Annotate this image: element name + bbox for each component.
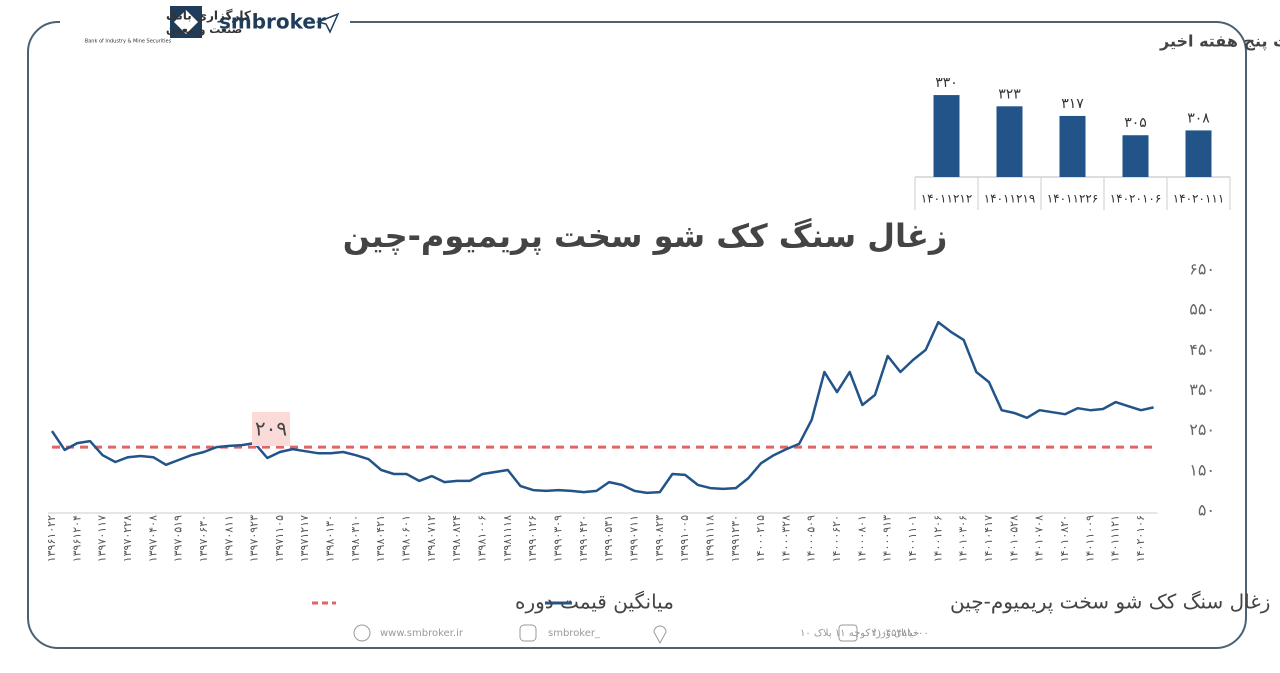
x-tick-label: ۱۳۹۹۰۸۲۳ <box>653 515 666 562</box>
y-tick-label: ۳۵۰ <box>1189 380 1215 399</box>
x-tick-label: ۱۴۰۱۱۲۱۲ <box>921 192 973 206</box>
x-tick-label: ۱۳۹۹۱۱۱۸ <box>703 515 716 562</box>
x-tick-label: ۱۴۰۱۰۸۲۰ <box>1058 515 1071 562</box>
website: www.smbroker.ir <box>380 628 464 639</box>
x-tick-label: ۱۴۰۱۱۲۱۹ <box>984 192 1036 206</box>
y-tick-label: ۱۵۰ <box>1189 460 1215 479</box>
x-tick-label: ۱۴۰۱۱۰۰۹ <box>1083 515 1096 562</box>
bar-chart-title: تغییرات پنج هفته اخیر <box>1159 32 1280 52</box>
bar <box>1185 130 1212 177</box>
x-tick-label: ۱۳۹۹۰۱۲۶ <box>526 515 539 562</box>
x-tick-label: ۱۴۰۱۰۷۰۸ <box>1033 515 1046 562</box>
x-tick-label: ۱۳۹۹۰۳۰۹ <box>551 515 564 562</box>
x-tick-label: ۱۳۹۹۱۲۳۰ <box>729 515 742 562</box>
x-tick-label: ۱۴۰۱۱۱۲۱ <box>1109 515 1122 562</box>
annotation-box <box>252 412 290 446</box>
x-tick-label: ۱۳۹۸۰۸۲۴ <box>450 515 463 562</box>
legend-label: میانگین قیمت دوره <box>515 590 674 614</box>
globe-icon <box>353 624 371 642</box>
logo-diamond <box>174 10 198 34</box>
x-tick-label: ۱۴۰۰۱۱۰۱ <box>906 515 919 562</box>
annotation: ۲۰۹ <box>255 417 287 441</box>
location-icon <box>653 625 667 645</box>
x-tick-label: ۱۴۰۰۰۳۲۸ <box>779 515 792 562</box>
logo: کارگزاری بانک صنعت و معدن Bank of Indust… <box>85 6 251 45</box>
y-tick-label: ۶۵۰ <box>1189 260 1215 279</box>
x-tick-label: ۱۳۹۷۱۲۱۷ <box>298 515 311 562</box>
y-tick-label: ۴۵۰ <box>1189 340 1215 359</box>
bar <box>996 106 1023 177</box>
x-tick-label: ۱۳۹۸۰۳۱۰ <box>349 515 362 562</box>
frame <box>27 21 1247 649</box>
x-tick-label: ۱۳۹۷۰۴۰۸ <box>146 515 159 562</box>
x-tick-label: ۱۳۹۸۱۰۰۶ <box>476 515 489 562</box>
value-label: ۳۱۷ <box>1061 96 1084 112</box>
x-tick-label: ۱۳۹۸۰۴۲۱ <box>374 515 387 562</box>
header-mask <box>60 8 350 38</box>
x-tick-label: ۱۳۹۹۰۷۱۱ <box>627 515 640 562</box>
value-label: ۳۰۵ <box>1124 115 1147 131</box>
bar <box>1122 135 1149 177</box>
line <box>50 320 1154 495</box>
x-tick-label: ۱۳۹۹۰۴۲۰ <box>577 515 590 562</box>
brand-icon <box>315 12 340 34</box>
x-tick-label: ۱۳۹۷۰۶۳۰ <box>197 515 210 562</box>
x-tick-label: ۱۴۰۰۰۹۱۳ <box>881 515 894 562</box>
x-tick-label: ۱۴۰۱۰۵۲۸ <box>1007 515 1020 562</box>
x-tick-label: ۱۳۹۷۰۲۲۸ <box>121 515 134 562</box>
x-tick-label: ۱۳۹۷۰۵۱۹ <box>172 515 185 562</box>
bar <box>1059 115 1086 177</box>
phone: ۰۲۱-۴۵۴۸۱۰۰۰ <box>866 628 929 639</box>
y-tick-label: ۵۵۰ <box>1189 300 1215 319</box>
logo-subtext: Bank of Industry & Mine Securities <box>85 39 172 45</box>
chart-title: زغال سنگ کک شو سخت پریمیوم-چین <box>343 217 948 255</box>
brand: smbroker <box>219 10 326 34</box>
footer: www.smbroker.ir smbroker_ خیابان وزرا کو… <box>353 624 929 645</box>
x-tick-label: ۱۳۹۶۱۰۲۲ <box>45 515 58 562</box>
x-tick-label: ۱۴۰۰۰۵۰۹ <box>805 515 818 562</box>
logo-text: صنعت و معدن <box>166 23 242 36</box>
x-tick-label: ۱۳۹۶۱۲۰۴ <box>70 515 83 562</box>
x-tick-label: ۱۳۹۷۰۸۱۱ <box>222 515 235 562</box>
x-tick-label: ۱۴۰۲۰۱۱۱ <box>1173 192 1225 206</box>
x-tick-label: ۱۴۰۰۰۲۱۵ <box>754 515 767 562</box>
x-tick-label: ۱۴۰۰۰۶۲۰ <box>830 515 843 562</box>
x-tick-label: ۱۴۰۲۰۱۰۶ <box>1110 192 1162 206</box>
legend-label: زغال سنگ کک شو سخت پریمیوم-چین <box>950 590 1270 615</box>
x-tick-label: ۱۳۹۷۱۱۰۵ <box>273 515 286 562</box>
x-tick-label: ۱۳۹۸۰۷۱۲ <box>425 515 438 562</box>
value-label: ۳۰۸ <box>1187 110 1210 126</box>
phone-icon <box>838 624 858 642</box>
bar <box>933 95 960 177</box>
value-label: ۳۳۰ <box>935 75 958 91</box>
x-tick-label: ۱۳۹۷۰۹۲۳ <box>248 515 261 562</box>
x-tick-label: ۱۳۹۷۰۱۱۷ <box>96 515 109 562</box>
chart-area: تغییرات پنج هفته اخیر ۳۳۰ ۱۴۰۱۱۲۱۲ ۳۲۳ ۱۴۰۱۱… <box>45 32 1280 615</box>
x-tick-label: ۱۳۹۹۰۵۳۱ <box>602 515 615 562</box>
x-tick-label: ۱۴۰۱۰۳۰۶ <box>957 515 970 562</box>
x-tick-label: ۱۳۹۹۱۰۰۵ <box>678 515 691 562</box>
y-tick-label: ۲۵۰ <box>1189 420 1215 439</box>
x-tick-label: ۱۴۰۲۰۱۰۶ <box>1134 515 1147 562</box>
instagram-icon <box>519 624 537 642</box>
x-tick-label: ۱۳۹۸۱۱۱۸ <box>501 515 514 562</box>
value-label: ۳۲۳ <box>998 86 1021 102</box>
x-tick-label: ۱۳۹۸۰۶۰۱ <box>400 515 413 562</box>
instagram: smbroker_ <box>548 628 601 639</box>
x-tick-label: ۱۴۰۰۱۲۰۶ <box>931 515 944 562</box>
x-tick-label: ۱۴۰۰۰۸۰۱ <box>855 515 868 562</box>
address: خیابان وزرا کوچه ۱۱ پلاک ۱۰ <box>800 628 919 639</box>
logo-text: کارگزاری بانک <box>166 9 251 23</box>
x-tick-label: ۱۴۰۱۱۲۲۶ <box>1047 192 1099 206</box>
x-tick-label: ۱۴۰۱۰۴۱۷ <box>982 515 995 562</box>
y-tick-label: ۵۰ <box>1198 501 1215 520</box>
x-tick-label: ۱۳۹۸۰۱۳۰ <box>324 515 337 562</box>
